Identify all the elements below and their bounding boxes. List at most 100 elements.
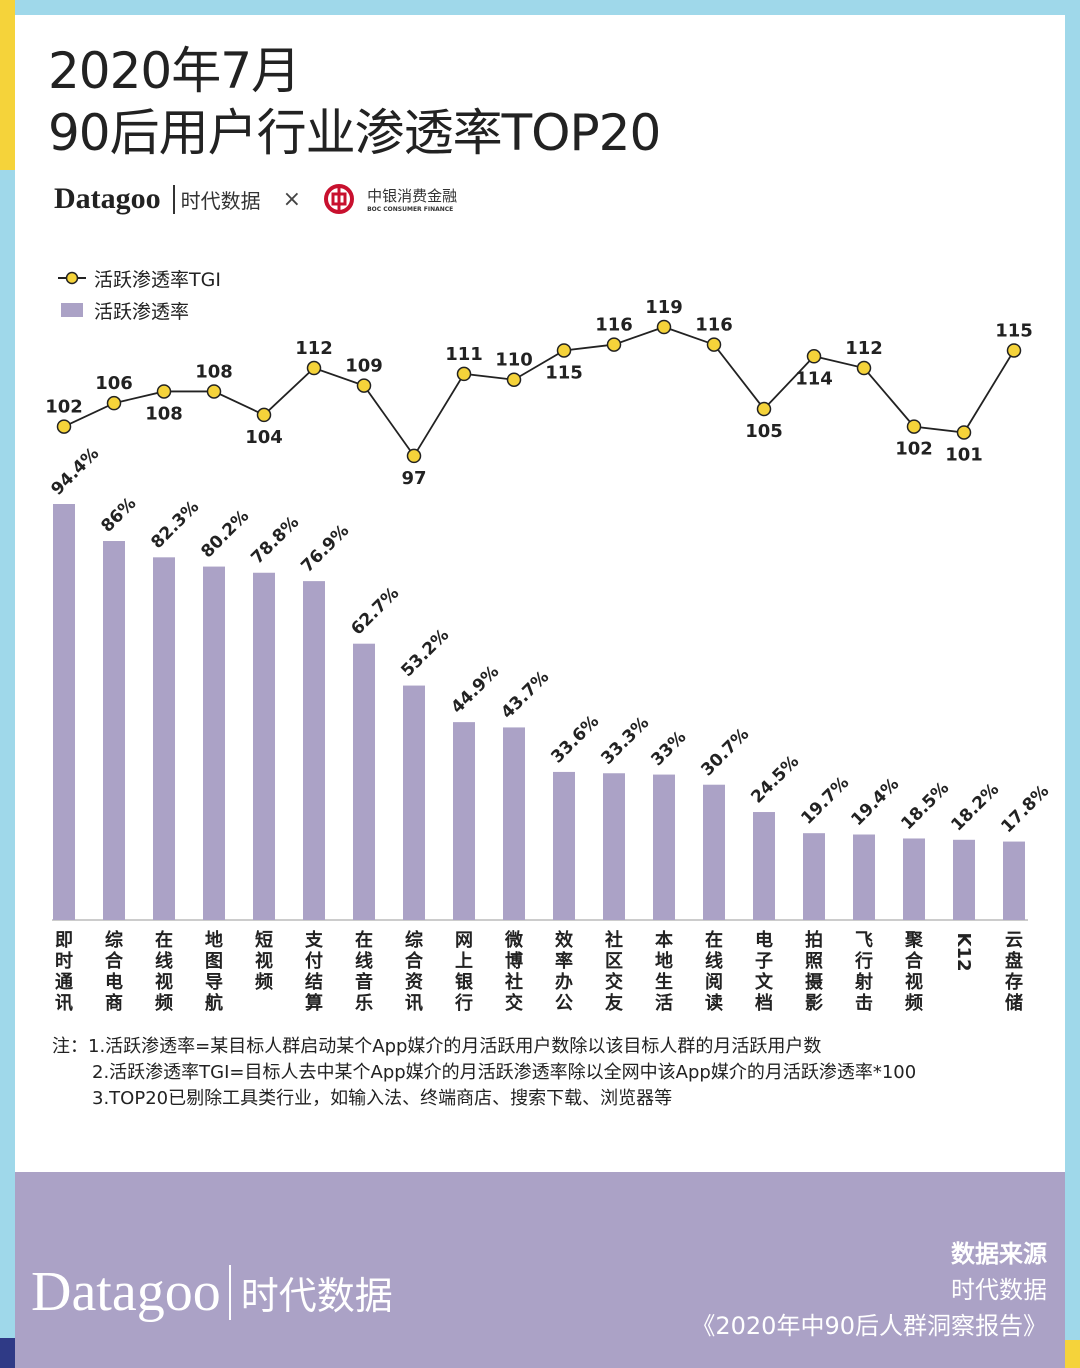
x-tick-label: 网上银行 [454, 930, 474, 1014]
x-tick-label: 短视频 [255, 929, 273, 993]
notes: 注：1.活跃渗透率=某目标人群启动某个App媒介的月活跃用户数除以该目标人群的月… [52, 1034, 916, 1112]
data-source: 数据来源 时代数据 《2020年中90后人群洞察报告》 [691, 1236, 1047, 1344]
tgi-point [456, 366, 472, 382]
bar [1003, 841, 1025, 920]
bar [553, 771, 575, 920]
bar [503, 727, 525, 920]
bar-data-label: 19.7% [797, 773, 853, 829]
bar [953, 839, 975, 920]
bar-data-label: 30.7% [697, 724, 753, 780]
tgi-data-label: 116 [695, 315, 733, 336]
tgi-point [856, 360, 872, 376]
tgi-point [106, 395, 122, 411]
bar [653, 774, 675, 920]
tgi-data-label: 112 [845, 338, 883, 359]
tgi-data-label: 112 [295, 338, 333, 359]
tgi-data-label: 115 [995, 320, 1033, 341]
tgi-point [906, 419, 922, 434]
bar-data-label: 43.7% [497, 667, 553, 723]
source-title: 数据来源 [951, 1240, 1047, 1268]
tgi-point [156, 384, 172, 399]
legend-item-rate: 活跃渗透率 [58, 294, 221, 326]
tgi-data-label: 108 [145, 403, 183, 424]
legend-item-tgi: 活跃渗透率TGI [58, 262, 221, 294]
x-tick-label: 飞行射击 [854, 930, 873, 1014]
x-tick-label: 电子文档 [755, 929, 774, 1014]
tgi-point [256, 407, 272, 423]
bar [453, 722, 475, 920]
tgi-point [956, 425, 972, 440]
frame-top [0, 0, 1080, 15]
tgi-point [1006, 343, 1022, 358]
tgi-data-label: 119 [645, 297, 683, 318]
x-tick-label: K12 [953, 933, 974, 972]
bar-data-label: 94.4% [47, 444, 103, 500]
bar [853, 834, 875, 920]
x-tick-label: 聚合视频 [904, 930, 924, 1014]
tgi-point [506, 372, 522, 387]
footer-logo: Datagoo [31, 1261, 221, 1323]
bar-data-label: 33.6% [547, 712, 603, 768]
bar [303, 581, 325, 920]
tgi-data-label: 115 [545, 362, 583, 383]
legend-bar-swatch-icon [61, 303, 83, 317]
bar [203, 566, 225, 920]
tgi-point [606, 337, 622, 352]
legend-label-rate: 活跃渗透率 [94, 300, 190, 323]
tgi-point [56, 419, 72, 434]
boc-logo-icon [324, 184, 355, 214]
bar [353, 643, 375, 920]
tgi-point [806, 349, 822, 364]
bar-data-label: 80.2% [197, 506, 253, 562]
tgi-point [306, 360, 322, 376]
bar [403, 685, 425, 920]
frame-left-blue [0, 170, 15, 1338]
bar [703, 784, 725, 920]
bar-data-label: 33% [647, 727, 690, 770]
tgi-data-label: 105 [745, 421, 783, 442]
tgi-data-label: 114 [795, 368, 833, 389]
bar [253, 572, 275, 920]
bar-data-label: 18.2% [947, 779, 1003, 835]
bar-data-label: 53.2% [397, 625, 453, 681]
x-tick-label: 社区交友 [605, 929, 623, 1014]
x-tick-label: 拍照摄影 [805, 929, 824, 1014]
title-line-2: 90后用户行业渗透率TOP20 [48, 104, 661, 162]
boc-name-en: BOC CONSUMER FINANCE [367, 206, 454, 213]
source-report: 《2020年中90后人群洞察报告》 [691, 1312, 1047, 1340]
bar-data-label: 86% [97, 494, 140, 537]
bar-data-label: 19.4% [847, 774, 903, 830]
bar-data-label: 18.5% [897, 778, 953, 834]
tgi-point [706, 337, 722, 352]
datagoo-logo: Datagoo [54, 182, 161, 215]
chart: 94.4%86% 82.3%80.2%78.8%76.9% 62.7%53.2%44… [45, 297, 1053, 1014]
times-sign: × [282, 186, 302, 212]
x-tick-label: 综合资讯 [405, 929, 424, 1014]
frame-right-yellow [1065, 1340, 1080, 1368]
tgi-data-label: 102 [895, 439, 933, 460]
datagoo-logo-cn: 时代数据 [172, 184, 261, 214]
x-tick-label: 支付结算 [304, 929, 324, 1014]
tgi-data-label: 102 [45, 397, 83, 418]
notes-prefix: 注： [52, 1036, 88, 1057]
x-tick-label: 综合电商 [105, 929, 124, 1014]
frame-left-navy [0, 1338, 15, 1368]
footer: Datagoo 时代数据 数据来源 时代数据 《2020年中90后人群洞察报告》 [15, 1172, 1065, 1368]
tgi-data-label: 104 [245, 427, 283, 448]
note-2: 2.活跃渗透率TGI=目标人去中某个App媒介的月活跃渗透率除以全网中该App媒… [92, 1062, 917, 1083]
boc-name: 中银消费金融 [367, 187, 458, 205]
x-tick-label: 微博社交 [504, 929, 523, 1014]
x-tick-label: 云盘存储 [1004, 930, 1023, 1014]
legend-label-tgi: 活跃渗透率TGI [94, 268, 221, 291]
tgi-data-label: 111 [445, 344, 483, 365]
bar-data-label: 82.3% [147, 497, 203, 553]
tgi-point [656, 319, 672, 335]
title-line-1: 2020年7月 [48, 42, 301, 100]
tgi-line [63, 326, 1015, 458]
tgi-point [756, 401, 772, 417]
bar-data-label: 33.3% [597, 713, 653, 769]
legend: 活跃渗透率TGI 活跃渗透率 [58, 262, 221, 326]
bar-data-label: 76.9% [297, 521, 353, 577]
tgi-point [406, 448, 422, 464]
tgi-data-label: 108 [195, 361, 233, 382]
